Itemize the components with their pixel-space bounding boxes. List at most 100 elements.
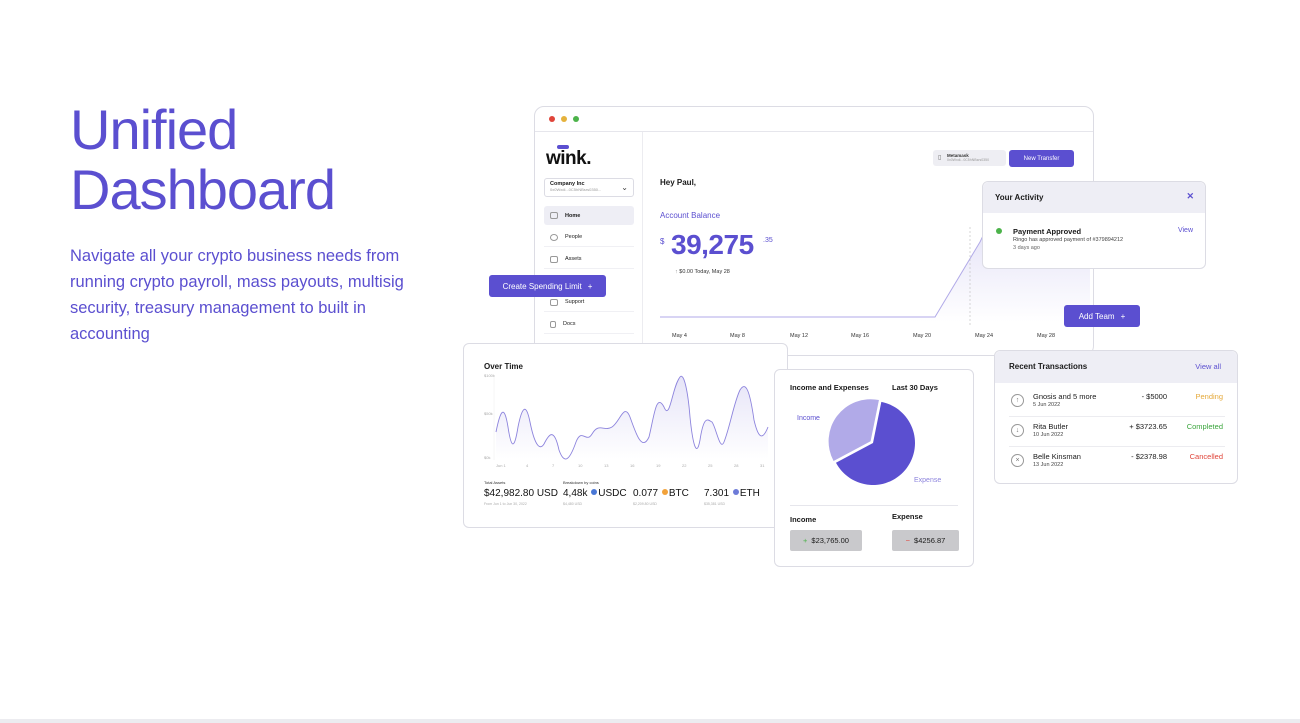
add-team-button[interactable]: Add Team + (1064, 305, 1140, 327)
document-icon (550, 320, 556, 328)
activity-item-time: 3 days ago (1013, 245, 1040, 251)
button-label: Add Team (1078, 311, 1115, 321)
x-tick: 13 (604, 463, 609, 468)
stat-label (704, 480, 760, 488)
table-row[interactable]: ↑ Gnosis and 5 more 5 Jun 2022 - $5000 P… (1009, 389, 1225, 417)
x-tick: 10 (578, 463, 583, 468)
plus-icon: + (1120, 311, 1126, 321)
stat-amount: 7.301 (704, 488, 730, 499)
income-expenses-period: Last 30 Days (892, 383, 938, 392)
hero-title-line1: Unified (70, 98, 238, 161)
window-titlebar (535, 107, 1093, 132)
wallet-icon (550, 255, 558, 263)
pie-slice-income (835, 401, 915, 485)
stat-value: 0.077 BTC (633, 488, 689, 499)
stat-sub: $4,480 USD (563, 502, 583, 506)
x-tick: 31 (760, 463, 765, 468)
view-all-link[interactable]: View all (1195, 362, 1221, 371)
activity-popup: Your Activity ✕ Payment Approved Ringo h… (982, 181, 1206, 269)
table-row[interactable]: × Belle Kinsman 13 Jun 2022 - $2378.98 C… (1009, 449, 1225, 477)
stat-sub: $2,209.80 USD (633, 502, 657, 506)
hero-title: Unified Dashboard (70, 98, 336, 221)
account-balance-cents: .35 (763, 237, 773, 244)
y-tick: $50k (484, 411, 493, 416)
sidebar-item-label: Docs (563, 321, 576, 327)
window-minimize-dot[interactable] (561, 116, 567, 122)
x-tick: 16 (630, 463, 635, 468)
transaction-name: Rita Butler (1033, 422, 1069, 431)
sidebar-item-assets[interactable]: Assets (544, 250, 634, 269)
stat-amount: 0.077 (633, 488, 659, 499)
sidebar-item-home[interactable]: Home (544, 206, 634, 225)
create-spending-limit-button[interactable]: Create Spending Limit + (489, 275, 606, 297)
total-assets-stat: Total Assets $42,982.80 USD From Jun 1 t… (484, 480, 558, 506)
transaction-date: 10 Jun 2022 (1033, 432, 1064, 438)
stat-sub: From Jun 1 to Jun 30, 2022 (484, 502, 527, 506)
eth-coin-icon (732, 489, 739, 495)
people-icon (550, 233, 558, 241)
window-maximize-dot[interactable] (573, 116, 579, 122)
sidebar-item-people[interactable]: People (544, 228, 634, 247)
stat-label: Breakdown by coins (563, 480, 599, 485)
x-tick: May 28 (1037, 333, 1056, 339)
x-tick: 7 (552, 463, 555, 468)
stat-label: Total Assets (484, 480, 506, 485)
window-close-dot[interactable] (549, 116, 555, 122)
status-badge: Cancelled (1189, 452, 1223, 461)
over-time-chart: $100k $50k $0k Jun 1 4 7 10 13 16 19 22 … (484, 373, 769, 468)
over-time-card: Over Time $100k $50k $0k Jun 1 4 7 10 13… (463, 343, 788, 528)
x-tick: 22 (682, 463, 687, 468)
cancel-icon: × (1011, 454, 1024, 467)
stat-coin: ETH (739, 488, 760, 499)
transaction-amount: - $5000 (1141, 392, 1167, 401)
activity-header: Your Activity ✕ (983, 182, 1205, 213)
x-tick: May 12 (790, 333, 809, 339)
chevron-down-icon: ⌄ (621, 183, 628, 192)
expense-caption: Expense (892, 512, 923, 521)
status-dot-icon (996, 228, 1002, 234)
income-value-box: + $23,765.00 (790, 530, 862, 551)
greeting: Hey Paul, (660, 178, 697, 187)
stat-coin: BTC (668, 488, 689, 499)
wallet-address: 0x0Wxdi...0C5hNBsrs0350 (947, 158, 990, 162)
sidebar-item-docs[interactable]: Docs (544, 315, 634, 334)
company-selector[interactable]: Company Inc 0x0Wxdi...0C5hNBsrs0350... ⌄ (544, 178, 634, 197)
stat-label (633, 480, 689, 488)
stat-coin: USDC (598, 488, 627, 499)
divider (790, 505, 958, 506)
transaction-date: 13 Jun 2022 (1033, 462, 1064, 468)
income-expenses-card: Income and Expenses Last 30 Days Income … (774, 369, 974, 567)
stat-amount: 4,48k (563, 488, 588, 499)
over-time-line (495, 375, 769, 460)
wallet-pill[interactable]: Metamask 0x0Wxdi...0C5hNBsrs0350 (933, 150, 1006, 166)
x-tick: May 24 (975, 333, 994, 339)
activity-item-title: Payment Approved (1013, 227, 1082, 236)
x-tick: 28 (734, 463, 739, 468)
wink-logo: wink. (546, 145, 592, 169)
sidebar-item-label: Home (565, 212, 581, 219)
x-tick: May 8 (730, 333, 745, 339)
btc-coin-icon (661, 489, 668, 495)
activity-view-link[interactable]: View (1177, 227, 1193, 234)
hero-title-line2: Dashboard (70, 158, 336, 221)
pie-slice-expense (828, 399, 879, 462)
sidebar-nav: Home People Assets Support Docs (544, 206, 634, 337)
x-tick: May 4 (672, 333, 687, 339)
y-tick: $100k (484, 373, 495, 378)
minus-icon: − (905, 536, 911, 545)
table-row[interactable]: ↓ Rita Butler 10 Jun 2022 + $3723.65 Com… (1009, 419, 1225, 447)
sidebar-item-label: Assets (565, 256, 582, 262)
pie-label-income: Income (797, 415, 820, 422)
x-tick: 25 (708, 463, 713, 468)
over-time-area (496, 376, 768, 460)
hero-description: Navigate all your crypto business needs … (70, 247, 404, 343)
x-tick: May 16 (851, 333, 870, 339)
income-expenses-title: Income and Expenses (790, 383, 869, 392)
close-icon[interactable]: ✕ (1186, 191, 1194, 201)
account-balance-currency: $ (660, 237, 665, 246)
eth-stat: 7.301 ETH $35,381 USD (704, 480, 760, 506)
status-badge: Completed (1186, 422, 1223, 431)
chat-icon (550, 298, 558, 306)
sidebar-item-support[interactable]: Support (544, 293, 634, 312)
new-transfer-button[interactable]: New Transfer (1009, 150, 1074, 167)
